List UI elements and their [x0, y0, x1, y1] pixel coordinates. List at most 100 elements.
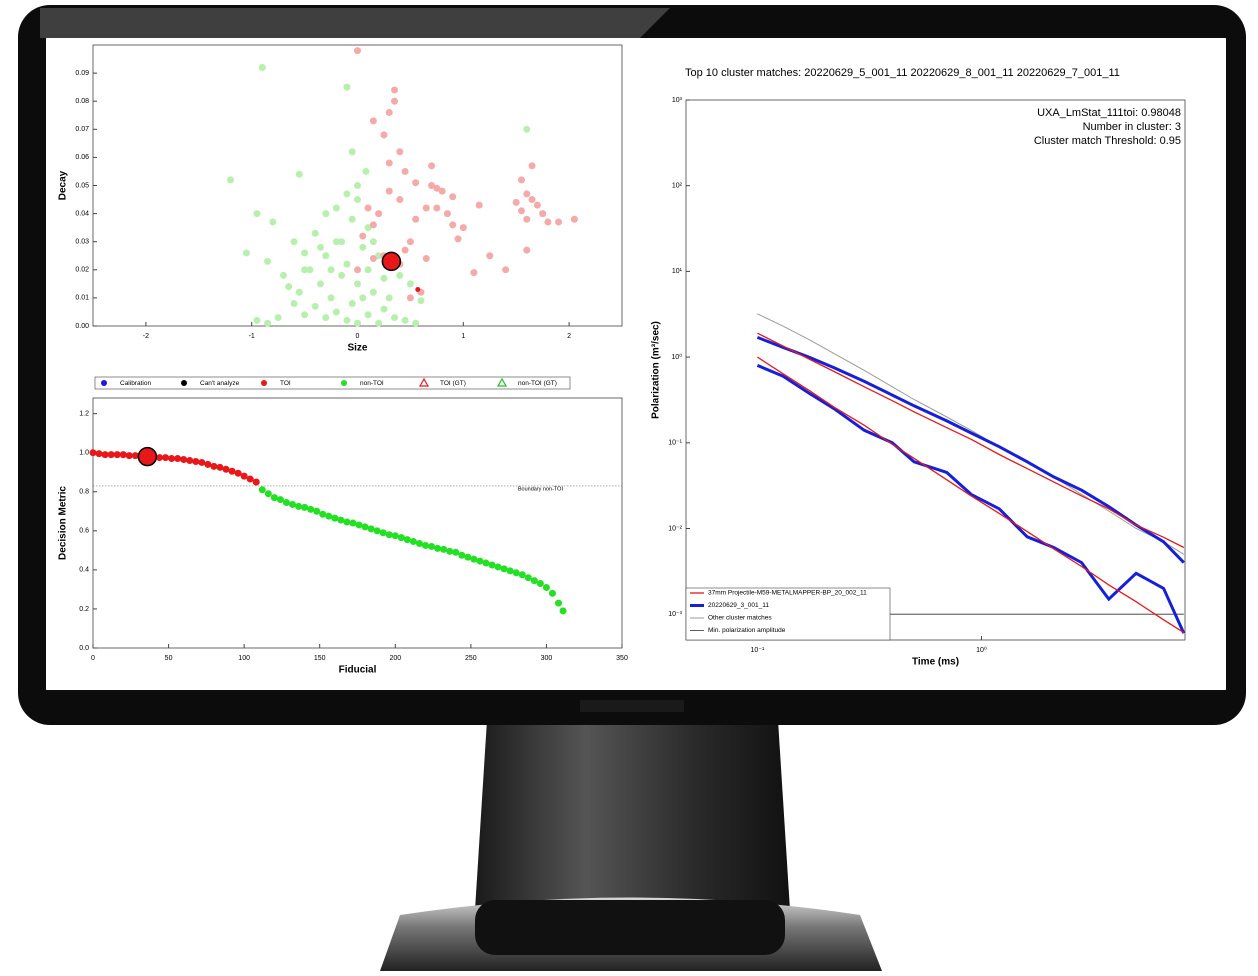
legend-label: Other cluster matches — [708, 615, 772, 622]
data-point — [338, 271, 346, 279]
data-point — [306, 266, 314, 274]
data-point — [401, 246, 409, 254]
y-tick-label: 10⁰ — [671, 353, 682, 361]
data-point — [446, 547, 454, 555]
data-point — [354, 319, 361, 327]
data-point — [216, 463, 224, 471]
data-point — [530, 577, 538, 585]
data-point — [242, 249, 250, 257]
y-axis-label: Decay — [58, 170, 69, 200]
data-point — [264, 490, 272, 498]
data-point — [354, 47, 361, 55]
data-point — [412, 215, 420, 223]
data-point — [570, 215, 578, 223]
series-line — [757, 332, 1185, 549]
data-point — [391, 97, 399, 105]
data-point — [348, 148, 356, 156]
data-point — [337, 516, 345, 524]
data-point — [391, 86, 399, 94]
x-axis-label: Fiducial — [339, 665, 377, 676]
annotation: Cluster match Threshold: 0.95 — [1034, 135, 1181, 147]
data-point — [174, 455, 182, 463]
data-point — [443, 210, 451, 218]
data-point — [412, 319, 420, 327]
data-point — [322, 252, 330, 260]
legend-marker — [101, 380, 107, 386]
data-point — [107, 451, 115, 459]
bezel-logo — [580, 700, 684, 712]
data-point — [327, 266, 335, 274]
data-point — [440, 545, 448, 553]
data-point — [369, 288, 377, 296]
data-point — [359, 294, 367, 302]
data-point — [348, 215, 356, 223]
legend-box — [685, 587, 891, 641]
y-tick-label: 0.07 — [75, 126, 89, 133]
data-point — [295, 502, 303, 510]
data-point — [331, 514, 339, 522]
data-point — [434, 544, 442, 552]
data-point — [253, 210, 261, 218]
data-point — [332, 308, 340, 316]
series-line — [757, 313, 1185, 555]
data-point — [415, 540, 423, 548]
data-point — [369, 221, 377, 229]
data-point — [301, 266, 309, 274]
x-tick-label: -2 — [143, 333, 149, 340]
data-point — [289, 500, 297, 508]
data-point — [555, 599, 563, 607]
data-point — [311, 229, 319, 237]
data-point — [379, 529, 387, 537]
data-point — [222, 465, 230, 473]
data-point — [385, 294, 393, 302]
data-point — [192, 457, 200, 465]
data-point — [301, 503, 309, 511]
data-point — [227, 176, 235, 184]
data-point — [523, 246, 531, 254]
data-point — [228, 467, 236, 475]
data-point — [380, 274, 388, 282]
data-point — [156, 454, 164, 462]
legend-box — [94, 376, 571, 390]
data-point — [375, 210, 383, 218]
data-point — [332, 204, 340, 212]
data-point — [452, 548, 460, 556]
data-point — [301, 311, 309, 319]
y-tick-label: 10¹ — [672, 268, 683, 275]
legend-label: 37mm Projectile-M59-METALMAPPER-BP_20_00… — [708, 590, 867, 597]
data-point — [396, 196, 404, 204]
data-point — [234, 469, 242, 477]
y-tick-label: 10⁻³ — [668, 611, 682, 618]
data-point — [362, 167, 370, 175]
data-point — [295, 170, 303, 178]
data-point — [290, 300, 298, 308]
data-point — [458, 551, 466, 559]
data-point — [359, 232, 367, 240]
data-point — [517, 207, 525, 215]
data-point — [131, 452, 139, 460]
data-point — [307, 505, 315, 513]
data-point — [488, 561, 496, 569]
data-point — [486, 252, 494, 260]
data-point — [240, 472, 248, 480]
data-point — [517, 176, 525, 184]
data-point — [385, 187, 393, 195]
data-point — [369, 255, 377, 263]
data-point — [415, 286, 421, 292]
data-point — [428, 542, 436, 550]
x-tick-label: 200 — [389, 655, 401, 662]
y-tick-label: 0.09 — [75, 70, 89, 77]
data-point — [264, 257, 272, 265]
data-point — [385, 159, 393, 167]
y-tick-label: 0.4 — [79, 567, 89, 574]
legend-label: 20220629_3_001_11 — [708, 602, 769, 609]
data-point — [542, 583, 550, 591]
data-point — [406, 238, 414, 246]
plot-area — [92, 397, 623, 649]
x-axis-label: Size — [347, 343, 367, 354]
data-point — [528, 196, 536, 204]
y-tick-label: 0.2 — [79, 606, 89, 613]
data-point — [113, 451, 121, 459]
data-point — [422, 255, 430, 263]
